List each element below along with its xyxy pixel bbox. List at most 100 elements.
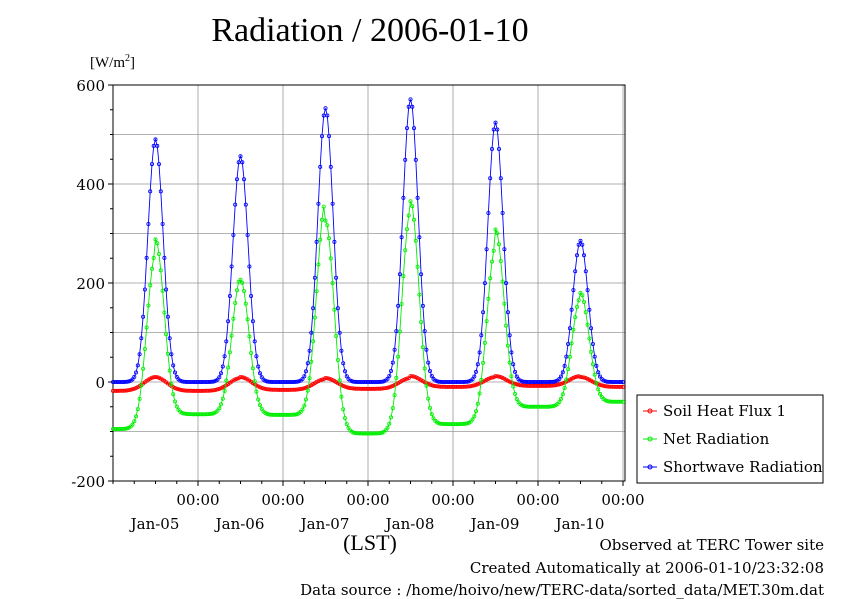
series-point-1	[551, 403, 556, 408]
x-tick-time: 00:00	[516, 491, 559, 509]
series-point-1	[603, 398, 608, 403]
series-point-2	[194, 379, 199, 384]
series-point-2	[326, 134, 331, 139]
series-point-2	[562, 363, 567, 368]
series-point-1	[436, 421, 441, 426]
series-point-1	[226, 365, 231, 370]
series-point-1	[573, 315, 578, 320]
series-point-2	[413, 157, 418, 162]
series-point-2	[188, 379, 193, 384]
series-point-2	[296, 379, 301, 384]
series-point-0	[371, 386, 376, 391]
series-point-0	[488, 376, 493, 381]
series-point-2	[465, 379, 470, 384]
series-point-1	[334, 333, 339, 338]
series-point-2	[496, 146, 501, 151]
series-point-0	[303, 385, 308, 390]
series-point-1	[302, 403, 307, 408]
series-point-2	[513, 369, 518, 374]
series-point-1	[323, 218, 328, 223]
series-point-1	[495, 231, 500, 236]
series-point-1	[346, 425, 351, 430]
series-point-2	[335, 306, 340, 311]
series-point-1	[397, 329, 402, 334]
x-axis-label: (LST)	[343, 530, 397, 555]
series-point-2	[387, 373, 392, 378]
series-point-2	[424, 347, 429, 352]
series-point-2	[498, 176, 503, 181]
series-point-1	[419, 320, 424, 325]
series-point-2	[256, 364, 261, 369]
series-point-0	[470, 383, 475, 388]
series-point-1	[403, 248, 408, 253]
series-point-2	[132, 374, 137, 379]
series-point-2	[567, 326, 572, 331]
series-point-2	[470, 377, 475, 382]
series-point-1	[387, 421, 392, 426]
series-point-2	[266, 379, 271, 384]
series-point-2	[243, 202, 248, 207]
series-point-1	[442, 421, 447, 426]
series-point-0	[155, 375, 160, 380]
series-point-2	[172, 370, 177, 375]
series-point-1	[220, 396, 225, 401]
series-point-2	[257, 371, 262, 376]
series-point-1	[222, 388, 227, 393]
series-point-1	[571, 327, 576, 332]
series-point-1	[231, 316, 236, 321]
series-point-1	[250, 366, 255, 371]
series-point-0	[553, 383, 558, 388]
series-point-1	[303, 397, 308, 402]
series-point-1	[158, 268, 163, 273]
series-point-1	[132, 419, 137, 424]
series-point-2	[309, 330, 314, 335]
series-point-2	[411, 126, 416, 131]
x-tick-time: 00:00	[431, 491, 474, 509]
x-tick-date: Jan-05	[129, 515, 180, 533]
series-point-2	[500, 210, 505, 215]
series-point-2	[135, 363, 140, 368]
series-point-1	[305, 388, 310, 393]
series-point-1	[411, 217, 416, 222]
series-point-0	[291, 387, 296, 392]
series-point-2	[436, 379, 441, 384]
series-point-2	[328, 164, 333, 169]
series-point-2	[141, 314, 146, 319]
series-point-1	[133, 414, 138, 419]
series-point-2	[144, 255, 149, 260]
series-point-2	[493, 120, 498, 125]
series-point-1	[473, 409, 478, 414]
series-point-1	[486, 296, 491, 301]
series-point-2	[481, 310, 486, 315]
series-point-0	[555, 382, 560, 387]
series-point-0	[509, 380, 514, 385]
series-point-0	[383, 386, 388, 391]
series-point-0	[240, 375, 245, 380]
series-point-1	[335, 357, 340, 362]
series-point-0	[296, 387, 301, 392]
series-point-2	[484, 247, 489, 252]
series-point-2	[415, 195, 420, 200]
series-point-2	[252, 339, 257, 344]
series-point-0	[559, 381, 564, 386]
series-point-2	[218, 371, 223, 376]
series-point-1	[254, 389, 259, 394]
series-point-0	[344, 385, 349, 390]
series-point-0	[176, 387, 181, 392]
series-point-2	[594, 363, 599, 368]
series-point-2	[206, 379, 211, 384]
footer-created: Created Automatically at 2006-01-10/23:3…	[469, 559, 824, 577]
series-point-2	[319, 134, 324, 139]
series-point-1	[342, 416, 347, 421]
series-point-2	[250, 319, 255, 324]
series-point-1	[357, 431, 362, 436]
series-point-2	[199, 379, 204, 384]
series-point-2	[521, 379, 526, 384]
series-point-1	[187, 412, 192, 417]
series-point-2	[422, 329, 427, 334]
series-point-2	[263, 378, 268, 383]
series-point-0	[598, 382, 603, 387]
series-point-2	[302, 374, 307, 379]
series-point-1	[167, 368, 172, 373]
series-point-0	[130, 387, 135, 392]
